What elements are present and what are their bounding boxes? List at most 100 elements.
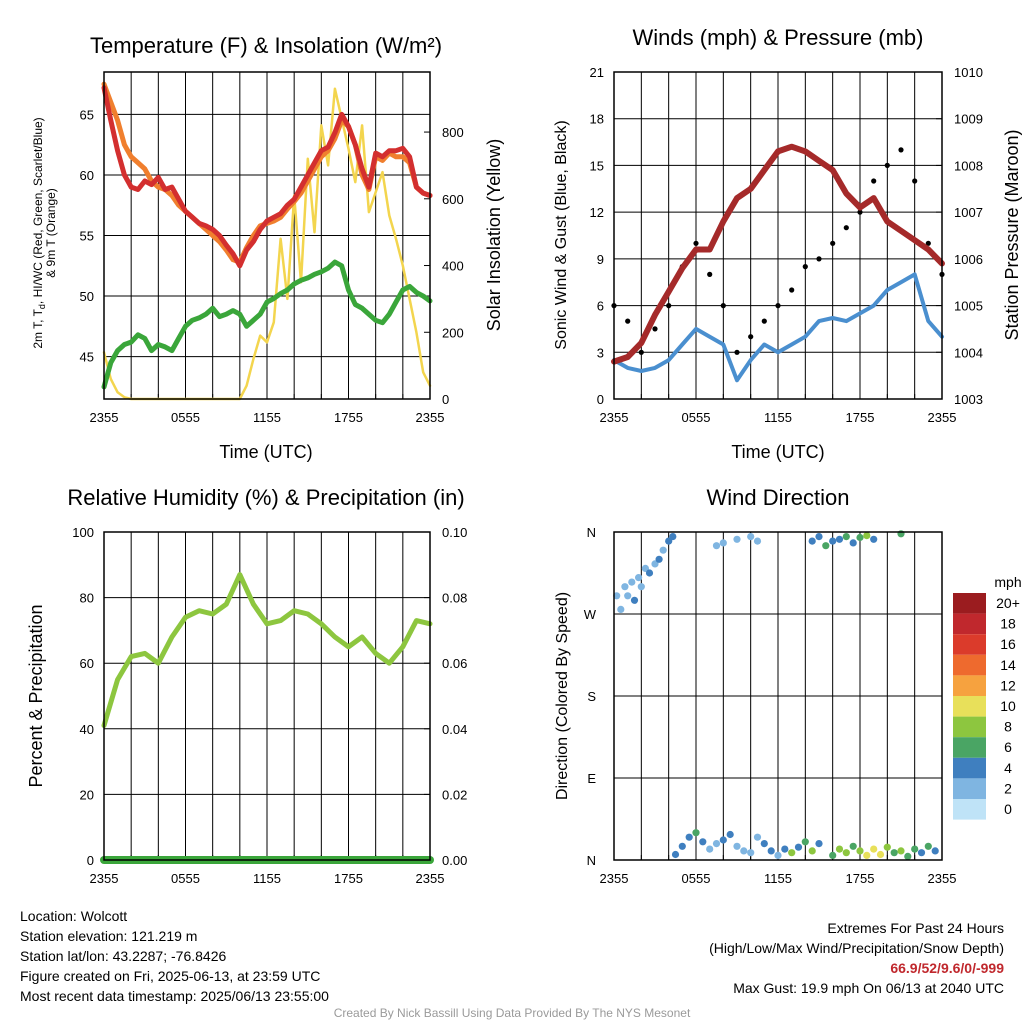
ylabel-subscript-d: d <box>37 304 47 309</box>
dir-xtick-label: 2355 <box>600 871 629 886</box>
direction-point <box>635 574 643 582</box>
rh-ytick-label: 40 <box>80 722 94 737</box>
direction-point <box>808 537 816 545</box>
temp-xtick-label: 2355 <box>90 410 119 425</box>
direction-point <box>897 847 905 855</box>
dir-xtick-label: 0555 <box>682 871 711 886</box>
colorbar-label: 4 <box>1004 760 1012 776</box>
rh-xtick-label: 1155 <box>253 871 281 886</box>
direction-point <box>719 836 727 844</box>
temp-series-line <box>101 85 433 269</box>
direction-point <box>760 840 768 848</box>
direction-point <box>712 840 721 848</box>
dir-ytick-label: E <box>587 771 596 786</box>
colorbar-swatch <box>953 696 986 717</box>
gust-point <box>912 178 918 184</box>
direction-point <box>678 842 686 850</box>
rh-ytick-label: 80 <box>80 591 94 606</box>
direction-point <box>747 533 755 541</box>
extremes-info: Extremes For Past 24 Hours (High/Low/Max… <box>709 918 1004 998</box>
wind-ytick-label: 3 <box>597 345 604 360</box>
humidity-ylabel-left: Percent & Precipitation <box>26 604 46 787</box>
direction-point <box>849 539 857 547</box>
colorbar-unit: mph <box>994 574 1021 590</box>
direction-point <box>781 845 789 853</box>
direction-point <box>835 845 844 853</box>
temp-frame <box>103 71 431 400</box>
temperature-xlabel: Time (UTC) <box>219 442 312 462</box>
direction-point <box>815 840 823 848</box>
direction-point <box>924 842 932 850</box>
gust-point <box>816 256 822 262</box>
direction-point <box>835 535 844 543</box>
wind-y2tick-label: 1004 <box>954 345 983 360</box>
temp-xtick-label: 2355 <box>416 410 445 425</box>
rh-xtick-label: 2355 <box>416 871 445 886</box>
rh-ytick-label: 100 <box>72 525 94 540</box>
rh-ytick-label: 0 <box>87 853 94 868</box>
direction-point <box>931 847 939 855</box>
gust-point <box>693 240 699 246</box>
direction-point <box>911 845 919 853</box>
direction-point <box>726 830 734 839</box>
wind-y2tick-label: 1010 <box>954 65 983 80</box>
latlon-text: Station lat/lon: 43.2287; -76.8426 <box>20 948 227 964</box>
temp-y2tick-label: 0 <box>442 392 449 407</box>
direction-point <box>801 838 809 846</box>
direction-point <box>870 535 878 543</box>
direction-point <box>719 539 727 547</box>
direction-point <box>856 847 864 855</box>
location-text: Location: Wolcott <box>20 908 128 924</box>
rh-y2tick-label: 0.00 <box>442 853 467 868</box>
gust-point <box>884 162 890 168</box>
gust-point <box>734 349 740 355</box>
direction-point <box>842 849 850 857</box>
colorbar-label: 0 <box>1004 801 1012 817</box>
wind-xtick-label: 1155 <box>764 410 792 425</box>
gust-point <box>748 334 754 340</box>
temp-y2tick-label: 200 <box>442 325 464 340</box>
direction-point <box>630 596 639 604</box>
temp-y2tick-label: 600 <box>442 192 464 207</box>
wind-ytick-label: 21 <box>590 65 604 80</box>
direction-point <box>641 564 650 573</box>
colorbar-label: 10 <box>1000 698 1016 714</box>
direction-point <box>822 542 830 550</box>
winds-panel: Winds (mph) & Pressure (mb) Time (UTC) S… <box>553 25 1022 462</box>
colorbar-swatch <box>953 654 986 676</box>
dir-xtick-label: 1155 <box>764 871 792 886</box>
direction-point <box>617 605 625 614</box>
wind-xtick-label: 0555 <box>682 410 711 425</box>
direction-point <box>699 838 707 846</box>
elevation-text: Station elevation: 121.219 m <box>20 928 198 944</box>
direction-point <box>733 535 741 543</box>
gust-point <box>707 271 713 277</box>
direction-point <box>904 852 912 861</box>
winds-ylabel-left: Sonic Wind & Gust (Blue, Black) <box>553 120 570 349</box>
rh-frame <box>103 531 431 861</box>
direction-point <box>692 829 700 837</box>
gust-point <box>925 240 931 246</box>
direction-point <box>613 592 621 600</box>
winds-ylabel-right: Station Pressure (Maroon) <box>1002 129 1022 340</box>
direction-panel: Wind Direction Direction (Colored By Spe… <box>554 485 956 886</box>
direction-point <box>645 569 654 577</box>
gust-point <box>843 225 849 231</box>
temperature-panel: Temperature (F) & Insolation (W/m²) Time… <box>31 33 504 462</box>
rh-ytick-label: 20 <box>80 787 94 802</box>
temp-ytick-label: 50 <box>80 289 94 304</box>
dir-ytick-label: W <box>584 607 597 622</box>
gust-point <box>720 303 726 309</box>
temp-xtick-label: 0555 <box>171 410 200 425</box>
temp-series-line <box>101 259 433 390</box>
wind-ytick-label: 0 <box>597 392 604 407</box>
direction-ylabel-left: Direction (Colored By Speed) <box>554 592 571 800</box>
direction-point <box>747 849 755 857</box>
colorbar-label: 16 <box>1000 636 1016 652</box>
direction-point <box>655 555 663 563</box>
gust-point <box>666 303 672 309</box>
recent-data-text: Most recent data timestamp: 2025/06/13 2… <box>20 988 329 1004</box>
temperature-ylabel-right: Solar Insolation (Yellow) <box>484 139 504 331</box>
direction-point <box>863 851 871 860</box>
colorbar-swatch <box>953 593 986 614</box>
